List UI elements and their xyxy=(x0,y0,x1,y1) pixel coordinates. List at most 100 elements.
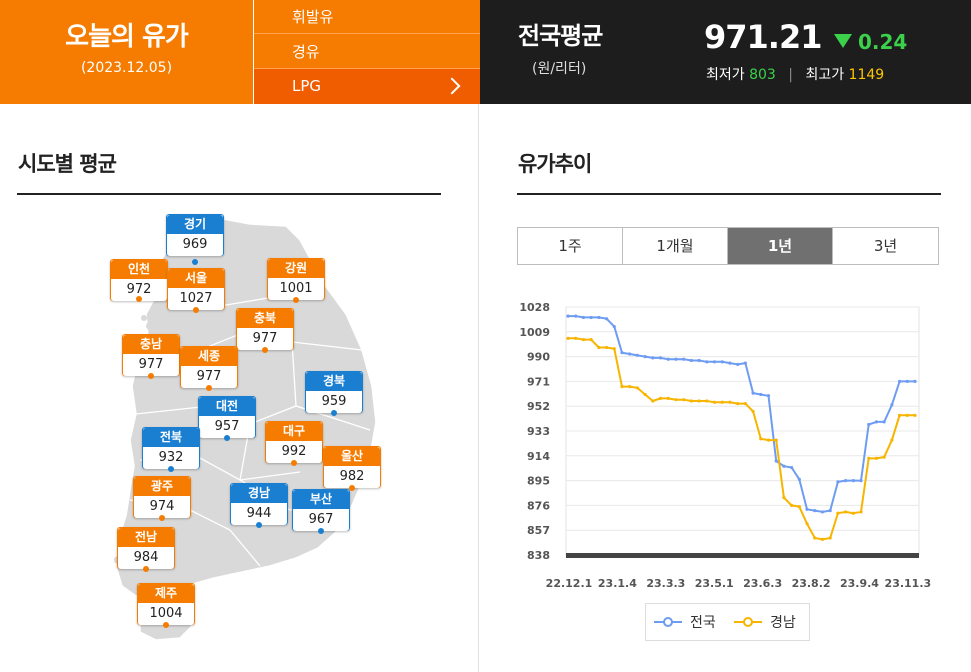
data-point xyxy=(612,324,616,329)
region-value: 992 xyxy=(266,441,322,463)
region-value: 969 xyxy=(167,234,223,256)
data-point xyxy=(805,522,809,526)
region-tag-ulsan[interactable]: 울산 982 xyxy=(323,446,381,488)
data-point xyxy=(666,357,670,361)
y-tick-label: 952 xyxy=(527,400,550,413)
data-point xyxy=(820,510,825,514)
data-point xyxy=(867,422,871,427)
data-point xyxy=(597,315,601,320)
region-tag-seoul[interactable]: 서울 1027 xyxy=(167,268,225,310)
data-point xyxy=(674,398,678,402)
fuel-menu-label: 휘발유 xyxy=(292,8,334,26)
data-point xyxy=(828,509,832,513)
x-tick-label: 23.9.4 xyxy=(840,577,879,590)
region-tag-jeonnam[interactable]: 전남 984 xyxy=(117,527,175,569)
tab-1-year[interactable]: 1년 xyxy=(728,228,833,264)
region-marker-busan xyxy=(318,528,324,534)
region-marker-daegu xyxy=(291,460,297,466)
data-point xyxy=(728,400,732,404)
region-tag-gangwon[interactable]: 강원 1001 xyxy=(267,258,325,300)
region-value: 984 xyxy=(118,547,174,569)
region-marker-chungbuk xyxy=(262,347,268,353)
legend-swatch-icon xyxy=(734,617,762,627)
tab-1-week[interactable]: 1주 xyxy=(518,228,623,264)
region-tag-incheon[interactable]: 인천 972 xyxy=(110,259,168,301)
data-point xyxy=(905,413,909,417)
price-trend-chart: 1028 1009 990 971 952 933 914 895 876 857 838 22.12… xyxy=(508,293,941,643)
region-name: 경기 xyxy=(167,215,223,234)
region-tag-busan[interactable]: 부산 967 xyxy=(292,489,350,531)
legend-swatch-icon xyxy=(654,617,682,627)
data-point xyxy=(874,456,879,461)
region-tag-gwangju[interactable]: 광주 974 xyxy=(133,476,191,518)
data-point xyxy=(574,336,578,340)
chevron-right-icon xyxy=(443,77,461,95)
chart-legend: 전국 경남 xyxy=(645,603,810,641)
region-tag-jeju[interactable]: 제주 1004 xyxy=(137,583,195,625)
data-point xyxy=(604,317,609,321)
island-shape xyxy=(141,315,147,321)
data-point xyxy=(635,353,639,357)
data-point xyxy=(759,437,763,441)
data-point xyxy=(628,352,632,356)
region-tag-chungbuk[interactable]: 충북 977 xyxy=(236,308,294,350)
data-point xyxy=(890,438,894,442)
data-point xyxy=(628,385,632,389)
y-tick-label: 990 xyxy=(527,351,550,364)
min-price-value: 803 xyxy=(749,67,776,83)
region-marker-jeonbuk xyxy=(168,466,174,472)
data-point xyxy=(743,361,747,365)
data-point xyxy=(897,413,902,417)
data-point xyxy=(905,379,909,383)
data-point xyxy=(581,338,586,342)
data-point xyxy=(604,345,609,350)
data-point xyxy=(782,495,786,500)
data-point xyxy=(813,509,817,513)
region-name: 경남 xyxy=(231,484,287,503)
tab-label: 1년 xyxy=(767,237,793,255)
fuel-menu-item-diesel[interactable]: 경유 xyxy=(254,35,480,69)
region-marker-gyeongnam xyxy=(256,522,262,528)
region-tag-sejong[interactable]: 세종 977 xyxy=(180,346,238,388)
region-value: 967 xyxy=(293,509,349,531)
data-point xyxy=(736,401,740,406)
regional-title-underline xyxy=(17,193,441,195)
period-tabs: 1주 1개월 1년 3년 xyxy=(517,227,939,265)
trend-title-underline xyxy=(517,193,941,195)
region-tag-chungnam[interactable]: 충남 977 xyxy=(122,334,180,376)
legend-label: 경남 xyxy=(770,615,796,631)
region-tag-jeonbuk[interactable]: 전북 932 xyxy=(142,427,200,469)
fuel-menu-label: LPG xyxy=(292,77,322,95)
national-average-unit: (원/리터) xyxy=(532,61,587,77)
data-point xyxy=(682,357,686,361)
y-tick-label: 857 xyxy=(527,524,550,537)
x-tick-label: 23.11.3 xyxy=(885,577,932,590)
island-shape xyxy=(127,579,133,585)
tab-3-years[interactable]: 3년 xyxy=(833,228,938,264)
today-price-title: 오늘의 유가 xyxy=(65,22,189,52)
tab-1-month[interactable]: 1개월 xyxy=(623,228,728,264)
fuel-menu-item-lpg[interactable]: LPG xyxy=(254,69,480,104)
data-point xyxy=(766,394,771,398)
region-tag-gyeonggi[interactable]: 경기 969 xyxy=(166,214,224,256)
x-tick-label: 23.8.2 xyxy=(792,577,831,590)
data-point xyxy=(743,401,747,406)
region-tag-gyeongbuk[interactable]: 경북 959 xyxy=(305,371,363,413)
tab-label: 1개월 xyxy=(656,237,694,255)
region-tag-daegu[interactable]: 대구 992 xyxy=(265,421,323,463)
region-tag-gyeongnam[interactable]: 경남 944 xyxy=(230,483,288,525)
y-tick-label: 971 xyxy=(527,375,550,388)
region-name: 충북 xyxy=(237,309,293,328)
fuel-menu-item-gasoline[interactable]: 휘발유 xyxy=(254,0,480,34)
region-tag-daejeon[interactable]: 대전 957 xyxy=(198,396,256,438)
region-name: 대구 xyxy=(266,422,322,441)
today-price-date: (2023.12.05) xyxy=(80,60,173,76)
region-marker-incheon xyxy=(136,296,142,302)
data-point xyxy=(566,314,570,318)
data-point xyxy=(666,396,670,400)
data-point xyxy=(774,438,778,442)
region-value: 977 xyxy=(181,366,237,388)
data-point xyxy=(581,315,586,320)
data-point xyxy=(643,392,647,397)
region-name: 울산 xyxy=(324,447,380,466)
